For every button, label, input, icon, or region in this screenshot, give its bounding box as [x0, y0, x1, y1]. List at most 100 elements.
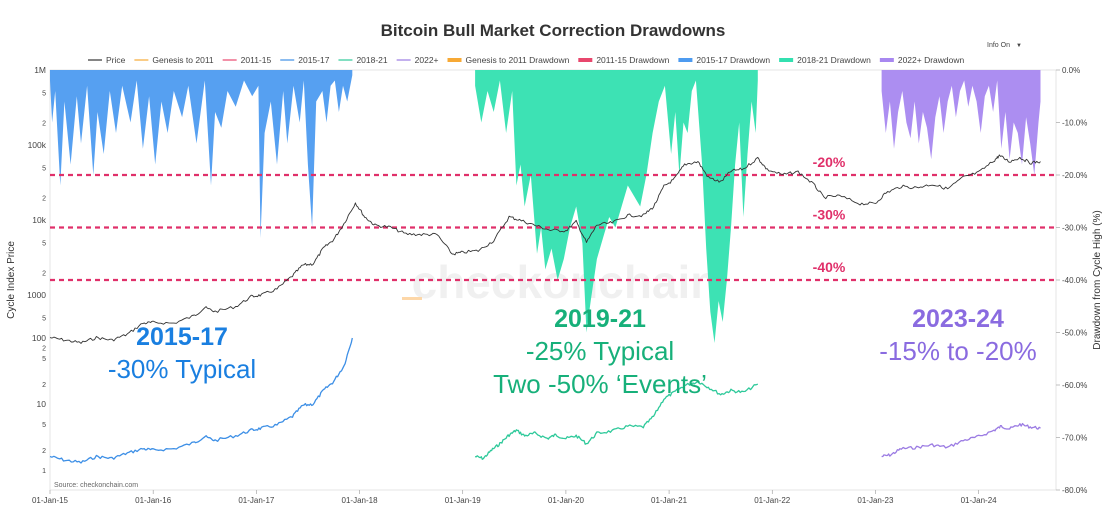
- axes: 01-Jan-15 01-Jan-16 01-Jan-17 01-Jan-18 01-J…: [27, 65, 1087, 505]
- y-left-tick-label: 10k: [32, 215, 46, 225]
- legend-item-genesis-to-2011[interactable]: Genesis to 2011: [134, 55, 214, 65]
- x-tick-label: 01-Jan-15: [32, 496, 69, 505]
- annotation-title: 2023-24: [912, 305, 1004, 333]
- y-right-tick-label: -10.0%: [1062, 119, 1087, 128]
- ref-label-bg: [805, 153, 854, 170]
- legend-label: 2022+ Drawdown: [898, 55, 965, 65]
- right-axis-label: Drawdown from Cycle High (%): [1092, 210, 1103, 349]
- chevron-down-icon: ▼: [1016, 43, 1022, 49]
- info-toggle-label: Info On: [987, 42, 1010, 49]
- legend-label: Genesis to 2011 Drawdown: [466, 55, 570, 65]
- y-left-lower-tick-label: 1: [42, 468, 46, 475]
- legend-label: 2018-21: [356, 55, 387, 65]
- legend-item-2022[interactable]: 2022+: [396, 55, 439, 65]
- y-right-tick-label: -50.0%: [1062, 329, 1087, 338]
- legend-item-2011-15[interactable]: 2011-15: [222, 55, 272, 65]
- price-line: [49, 154, 1041, 344]
- y-right-tick-label: -40.0%: [1062, 276, 1087, 285]
- ref-label-30: -30%: [813, 207, 846, 223]
- legend-swatch: [779, 58, 794, 62]
- legend-item-2022-drawdown[interactable]: 2022+ Drawdown: [879, 55, 965, 65]
- plot-area: checkonchain -20% -30% -40% 2015-17 -30% Ty…: [49, 69, 1057, 491]
- annotation-subtitle: -25% Typical: [526, 336, 674, 366]
- x-tick-label: 01-Jan-23: [857, 496, 894, 505]
- ref-label-bg: [805, 258, 854, 275]
- drawdown-area-2022-drawdown: [881, 70, 1041, 175]
- annotation-extra: Two -50% ‘Events’: [493, 369, 707, 399]
- info-toggle[interactable]: Info On ▼: [987, 42, 1022, 49]
- legend: Price Genesis to 2011 2011-15 2015-17 2018-2…: [88, 55, 965, 65]
- legend-label: 2022+: [415, 55, 439, 65]
- x-tick-label: 01-Jan-17: [238, 496, 275, 505]
- reference-lines: -20% -30% -40%: [50, 153, 1056, 282]
- x-tick-label: 01-Jan-20: [548, 496, 585, 505]
- y-left-tick-label: 5: [42, 91, 46, 98]
- annotation-cycle-2023: 2023-24 -15% to -20%: [879, 305, 1037, 366]
- legend-swatch: [447, 58, 462, 62]
- y-left-tick-label: 5: [42, 166, 46, 173]
- y-left-lower-tick-label: 5: [42, 356, 46, 363]
- legend-item-2018-21-drawdown[interactable]: 2018-21 Drawdown: [779, 55, 871, 65]
- price-lines: [49, 154, 1041, 464]
- watermark: checkonchain: [412, 256, 719, 308]
- y-left-tick-label: 5: [42, 316, 46, 323]
- x-tick-label: 01-Jan-18: [342, 496, 379, 505]
- left-axis-label: Cycle Index Price: [6, 241, 17, 319]
- legend-item-price[interactable]: Price: [88, 55, 126, 65]
- y-left-lower-tick-label: 100: [32, 333, 46, 343]
- legend-label: 2015-17: [298, 55, 329, 65]
- legend-label: 2015-17 Drawdown: [696, 55, 770, 65]
- legend-item-2015-17[interactable]: 2015-17: [280, 55, 330, 65]
- cycle-index-line-2022: [881, 422, 1041, 458]
- legend-item-2011-15-drawdown[interactable]: 2011-15 Drawdown: [578, 55, 670, 65]
- legend-item-2018-21[interactable]: 2018-21: [338, 55, 388, 65]
- legend-item-2015-17-drawdown[interactable]: 2015-17 Drawdown: [678, 55, 770, 65]
- y-left-tick-label: 2: [42, 120, 46, 127]
- cycle-index-line-2018-21: [474, 380, 759, 460]
- y-right-tick-label: -60.0%: [1062, 381, 1087, 390]
- y-left-tick-label: 2: [42, 195, 46, 202]
- annotation-title: 2015-17: [136, 323, 228, 351]
- genesis-marker: [402, 297, 422, 300]
- x-tick-label: 01-Jan-24: [961, 496, 998, 505]
- y-right-tick-label: -80.0%: [1062, 486, 1087, 495]
- y-left-tick-label: 1000: [27, 290, 46, 300]
- y-left-lower-tick-label: 5: [42, 422, 46, 429]
- cycle-annotations: 2015-17 -30% Typical 2019-21 -25% TypicalTw…: [108, 305, 1037, 399]
- legend-swatch: [678, 58, 693, 62]
- y-left-lower-tick-label: 2: [42, 382, 46, 389]
- annotation-subtitle: -30% Typical: [108, 354, 256, 384]
- x-tick-label: 01-Jan-22: [754, 496, 791, 505]
- annotation-cycle-2015: 2015-17 -30% Typical: [108, 323, 256, 384]
- legend-label: 2018-21 Drawdown: [797, 55, 871, 65]
- drawdown-area-2018-21-drawdown: [475, 70, 758, 343]
- x-tick-label: 01-Jan-19: [445, 496, 482, 505]
- ref-label-20: -20%: [813, 154, 846, 170]
- y-left-tick-label: 100k: [28, 140, 47, 150]
- legend-label: Price: [106, 55, 126, 65]
- y-left-tick-label: 2: [42, 345, 46, 352]
- y-right-tick-label: -20.0%: [1062, 171, 1087, 180]
- ref-label-40: -40%: [813, 259, 846, 275]
- y-right-tick-label: -70.0%: [1062, 434, 1087, 443]
- annotation-title: 2019-21: [554, 305, 646, 333]
- y-left-tick-label: 5: [42, 241, 46, 248]
- legend-label: 2011-15: [241, 55, 272, 65]
- y-left-tick-label: 2: [42, 270, 46, 277]
- y-right-tick-label: -30.0%: [1062, 224, 1087, 233]
- x-tick-label: 01-Jan-21: [651, 496, 688, 505]
- cycle-index-line-2015-17: [49, 337, 353, 464]
- legend-swatch: [879, 58, 894, 62]
- drawdown-areas: [50, 70, 1041, 343]
- legend-label: Genesis to 2011: [152, 55, 214, 65]
- y-left-lower-tick-label: 2: [42, 448, 46, 455]
- drawdown-area-2015-17-drawdown: [50, 70, 353, 238]
- x-tick-label: 01-Jan-16: [135, 496, 172, 505]
- legend-label: 2011-15 Drawdown: [596, 55, 669, 65]
- source-note: Source: checkonchain.com: [54, 482, 138, 489]
- legend-item-genesis-to-2011-drawdown[interactable]: Genesis to 2011 Drawdown: [447, 55, 570, 65]
- ref-label-bg: [805, 205, 854, 223]
